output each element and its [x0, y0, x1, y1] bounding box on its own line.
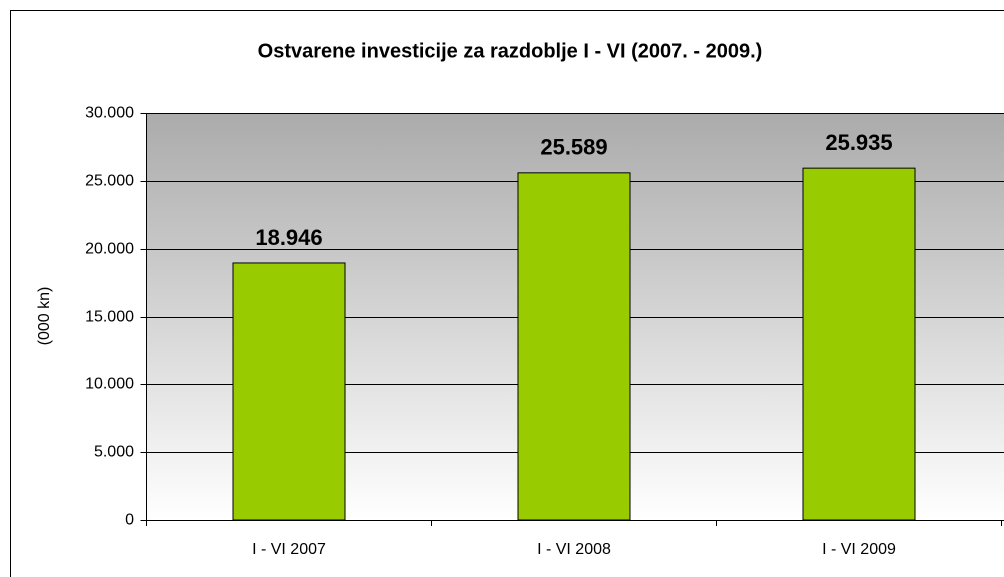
- bar: [517, 172, 631, 521]
- value-label: 18.946: [255, 225, 322, 250]
- x-tick-label: I - VI 2008: [537, 541, 611, 558]
- y-tick-label: 10.000: [85, 376, 134, 393]
- value-label: 25.589: [540, 135, 607, 160]
- y-tick-label: 5.000: [94, 444, 134, 461]
- y-tick-label: 15.000: [85, 309, 134, 326]
- y-tick-label: 20.000: [85, 241, 134, 258]
- x-tick-label: I - VI 2007: [252, 541, 326, 558]
- y-tick-label: 25.000: [85, 173, 134, 190]
- chart-title: Ostvarene investicije za razdoblje I - V…: [258, 40, 763, 62]
- value-label: 25.935: [825, 130, 892, 155]
- bar: [802, 167, 916, 521]
- y-axis-label: (000 kn): [36, 287, 53, 346]
- bar: [232, 262, 346, 521]
- y-tick-label: 0: [125, 512, 134, 529]
- x-tick-label: I - VI 2009: [822, 541, 896, 558]
- y-tick-label: 30.000: [85, 105, 134, 122]
- chart-border: [10, 10, 1004, 577]
